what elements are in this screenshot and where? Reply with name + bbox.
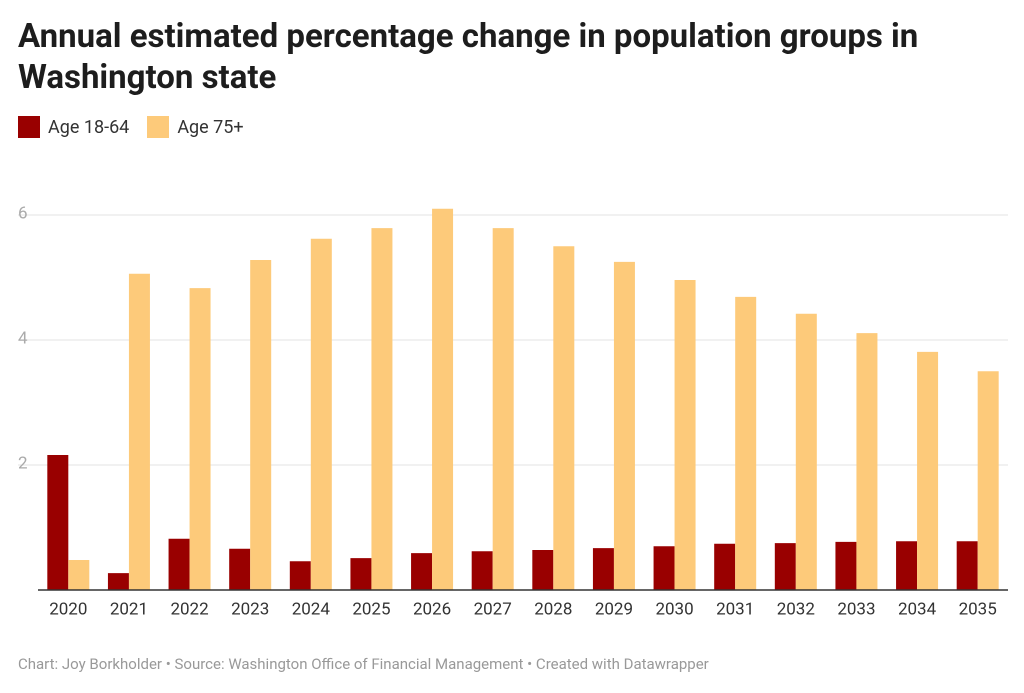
y-tick-label: 2 [18, 453, 28, 473]
bar [856, 333, 878, 590]
bar [613, 261, 635, 590]
bar [532, 550, 554, 590]
x-tick-label: 2028 [534, 599, 572, 619]
chart-title: Annual estimated percentage change in po… [18, 17, 919, 97]
x-tick-label: 2021 [110, 599, 148, 619]
bar [289, 561, 311, 590]
bar [350, 558, 372, 590]
bar [956, 541, 978, 590]
bar [917, 351, 939, 590]
legend-item: Age 75+ [147, 116, 244, 138]
bar [68, 560, 90, 590]
bar [735, 296, 757, 590]
bar [896, 541, 918, 590]
x-tick-label: 2027 [474, 599, 512, 619]
bar [128, 273, 150, 590]
x-tick-label: 2029 [595, 599, 633, 619]
bar [310, 238, 332, 590]
x-tick-label: 2020 [49, 599, 87, 619]
x-tick-label: 2024 [292, 599, 331, 619]
bar [592, 548, 614, 590]
x-tick-label: 2023 [231, 599, 269, 619]
bar [47, 455, 69, 590]
bar [432, 208, 454, 590]
bar [553, 246, 575, 590]
legend-label: Age 18-64 [48, 116, 130, 138]
x-tick-label: 2031 [716, 599, 754, 619]
legend-item: Age 18-64 [18, 116, 129, 138]
x-tick-label: 2026 [413, 599, 451, 619]
bar [714, 543, 736, 590]
legend-swatch [18, 116, 40, 138]
legend-label: Age 75+ [177, 116, 244, 138]
bar [471, 551, 493, 590]
bar [795, 313, 817, 590]
bar [674, 280, 696, 590]
bar [411, 553, 433, 590]
x-tick-label: 2030 [655, 599, 693, 619]
bar [977, 371, 999, 590]
bar [250, 260, 272, 590]
y-tick-label: 6 [18, 203, 28, 223]
source-note: Chart: Joy Borkholder • Source: Washingt… [18, 655, 709, 673]
x-tick-label: 2032 [777, 599, 815, 619]
x-tick-label: 2025 [352, 599, 390, 619]
bar [107, 573, 129, 590]
bar [189, 288, 211, 590]
x-tick-label: 2034 [898, 599, 937, 619]
x-tick-label: 2022 [170, 599, 208, 619]
bar [653, 546, 675, 590]
bar [774, 543, 796, 590]
bar [835, 541, 857, 590]
bar [371, 228, 393, 590]
y-tick-label: 4 [18, 328, 28, 348]
bar [229, 548, 251, 590]
x-tick-label: 2035 [959, 599, 997, 619]
bar [168, 538, 190, 590]
x-tick-label: 2033 [837, 599, 875, 619]
bar [492, 228, 514, 590]
legend: Age 18-64 Age 75+ [18, 116, 244, 138]
legend-swatch [147, 116, 170, 138]
